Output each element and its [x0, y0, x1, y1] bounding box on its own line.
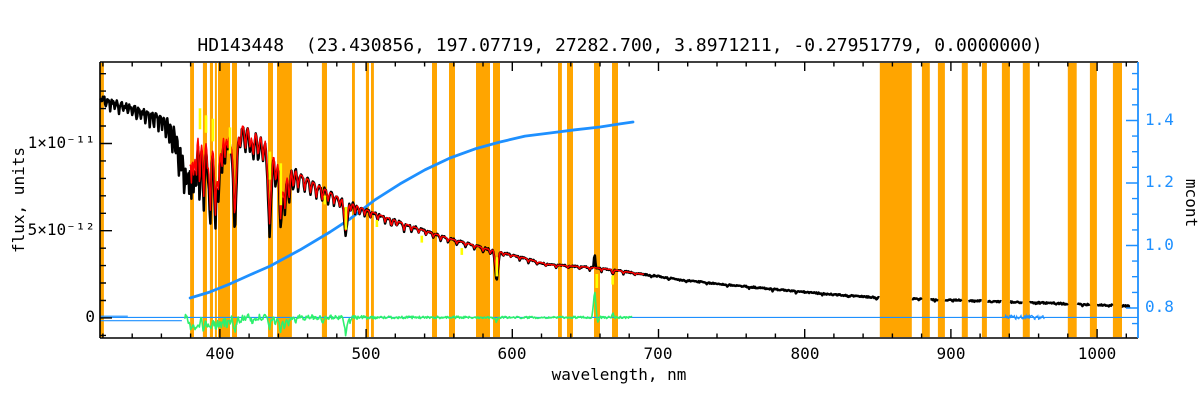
- curves-layer: [98, 95, 1138, 337]
- masked-band: [594, 63, 600, 337]
- x-tick-1000: 1000: [1078, 344, 1117, 363]
- x-tick-600: 600: [498, 344, 527, 363]
- model-spectrum-curve: [189, 125, 644, 277]
- x-tick-400: 400: [206, 344, 235, 363]
- masked-band: [558, 63, 562, 337]
- masked-band: [190, 63, 194, 337]
- y-right-axis-title: mcont: [1182, 179, 1200, 227]
- masked-bands-layer: [100, 63, 1122, 337]
- x-tick-900: 900: [937, 344, 966, 363]
- zero-line-jitter: [1004, 313, 1045, 321]
- y-left-tick-0: 0: [85, 307, 95, 326]
- mcont-curve: [188, 120, 635, 300]
- masked-band: [1001, 63, 1010, 337]
- masked-band: [352, 63, 355, 337]
- masked-band: [921, 63, 930, 337]
- y-left-tick-1e-11: 1×10⁻¹¹: [28, 133, 95, 152]
- masked-band: [100, 63, 104, 337]
- x-tick-800: 800: [791, 344, 820, 363]
- y-right-tick-0.8: 0.8: [1145, 297, 1174, 316]
- y-right-tick-1.0: 1.0: [1145, 235, 1174, 254]
- masked-band: [476, 63, 490, 337]
- axes-layer: [99, 61, 1139, 339]
- masked-band: [1022, 63, 1030, 337]
- residual-curve: [184, 291, 633, 337]
- masked-band: [961, 63, 968, 337]
- masked-band: [218, 63, 230, 337]
- x-tick-700: 700: [644, 344, 673, 363]
- masked-band: [937, 63, 945, 337]
- masked-band: [567, 63, 573, 337]
- chart-title: HD143448 (23.430856, 197.07719, 27282.70…: [197, 35, 1042, 56]
- y-left-tick-5e-12: 5×10⁻¹²: [28, 220, 95, 239]
- x-axis-title: wavelength, nm: [552, 365, 687, 384]
- masked-band: [493, 63, 500, 337]
- masked-band: [879, 63, 912, 337]
- x-tick-500: 500: [352, 344, 381, 363]
- masked-band: [1112, 63, 1122, 337]
- masked-band: [981, 63, 987, 337]
- masked-band: [432, 63, 437, 337]
- masked-band: [1067, 63, 1077, 337]
- masked-band: [612, 63, 618, 337]
- y-left-axis-title: flux, units: [9, 147, 28, 253]
- axis-ticks: [100, 62, 1127, 338]
- y-right-tick-1.4: 1.4: [1145, 110, 1174, 129]
- masked-band: [365, 63, 369, 337]
- right-axis-ticks: [1126, 72, 1138, 325]
- y-right-tick-1.2: 1.2: [1145, 172, 1174, 191]
- masked-band: [449, 63, 455, 337]
- masked-band: [1089, 63, 1097, 337]
